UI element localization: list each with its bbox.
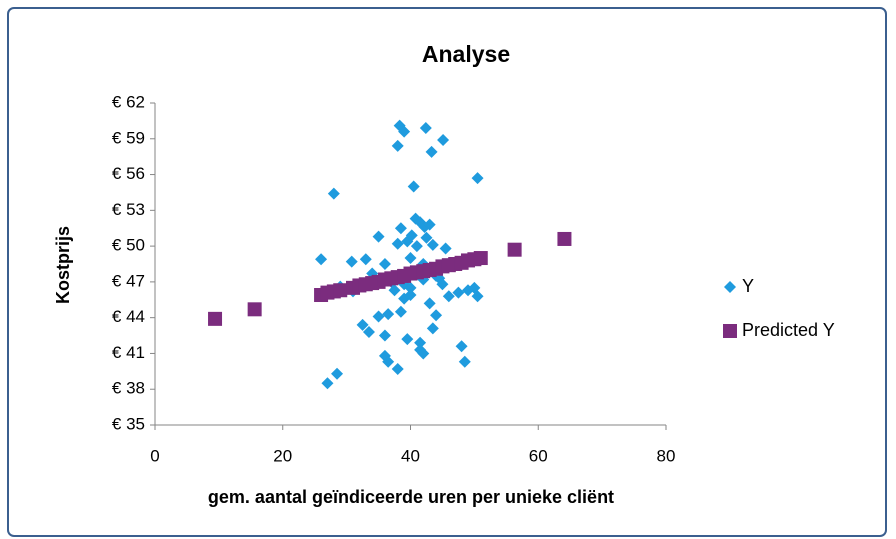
legend-marker <box>724 281 736 293</box>
point <box>391 139 404 152</box>
point <box>471 290 484 303</box>
point <box>345 255 358 268</box>
point <box>208 311 223 326</box>
point <box>404 252 417 265</box>
point <box>382 308 395 321</box>
point <box>378 329 391 342</box>
point <box>333 283 348 298</box>
point <box>420 231 433 244</box>
point <box>439 242 452 255</box>
legend-label: Y <box>742 276 754 296</box>
point <box>404 281 417 294</box>
point <box>372 230 385 243</box>
point <box>458 355 471 368</box>
point <box>430 309 443 322</box>
point <box>315 253 328 266</box>
point <box>452 286 465 299</box>
point <box>419 122 432 135</box>
point <box>473 251 488 266</box>
point <box>391 362 404 375</box>
chart-title: Analyse <box>422 41 510 67</box>
y-tick-label: € 56 <box>112 164 145 183</box>
y-tick-label: € 38 <box>112 379 145 398</box>
point <box>404 289 417 302</box>
point <box>407 180 420 193</box>
x-tick-label: 40 <box>401 446 420 465</box>
point <box>394 305 407 318</box>
point <box>557 231 572 246</box>
point <box>423 297 436 310</box>
point <box>410 240 423 253</box>
point <box>388 284 401 297</box>
point <box>394 222 407 235</box>
y-tick-label: € 41 <box>112 343 145 362</box>
point <box>382 355 395 368</box>
point <box>455 340 468 353</box>
point <box>356 318 369 331</box>
point <box>372 310 385 323</box>
x-tick-label: 80 <box>657 446 676 465</box>
point <box>423 218 436 231</box>
point <box>426 238 439 251</box>
y-axis-label: Kostprijs <box>53 226 73 304</box>
point <box>362 325 375 338</box>
point <box>442 290 455 303</box>
point <box>378 258 391 270</box>
y-tick-label: € 44 <box>112 307 145 326</box>
legend-marker <box>723 324 737 338</box>
point <box>321 377 334 390</box>
y-tick-label: € 59 <box>112 128 145 147</box>
x-tick-label: 60 <box>529 446 548 465</box>
point <box>414 336 427 349</box>
point <box>417 347 430 360</box>
legend-label: Predicted Y <box>742 320 835 340</box>
y-tick-label: € 35 <box>112 414 145 433</box>
x-axis-label: gem. aantal geïndiceerde uren per unieke… <box>208 487 614 507</box>
y-tick-label: € 53 <box>112 200 145 219</box>
point <box>426 322 439 335</box>
point <box>398 125 411 138</box>
point <box>437 133 450 146</box>
y-tick-label: € 62 <box>112 92 145 111</box>
point <box>327 187 340 200</box>
point <box>401 333 414 346</box>
point <box>405 229 418 242</box>
point <box>391 237 404 250</box>
x-tick-label: 0 <box>150 446 159 465</box>
point <box>331 367 344 380</box>
point <box>247 302 262 317</box>
y-tick-label: € 50 <box>112 236 145 255</box>
point <box>359 253 372 266</box>
point <box>471 172 484 185</box>
y-tick-label: € 47 <box>112 271 145 290</box>
x-tick-label: 20 <box>273 446 292 465</box>
point <box>425 145 438 158</box>
point <box>507 242 522 257</box>
